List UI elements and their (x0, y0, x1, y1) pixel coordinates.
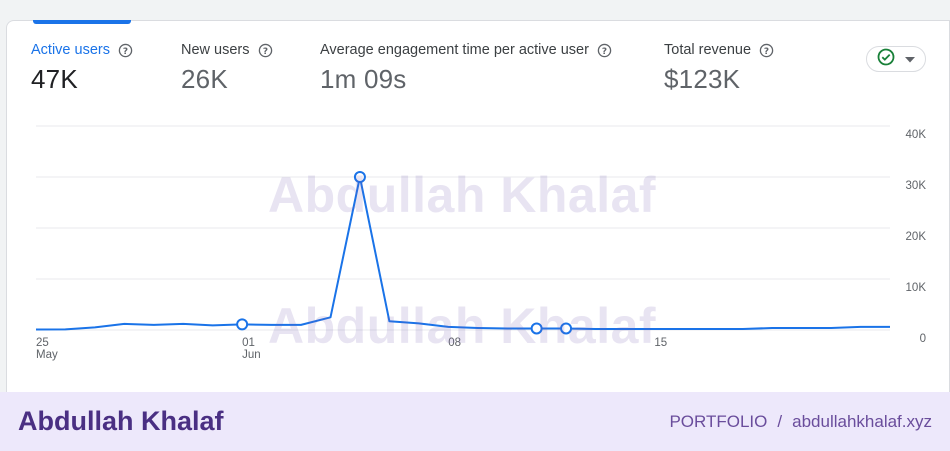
data-point (353, 171, 366, 183)
x-tick-month-label: May (36, 349, 58, 361)
x-tick-day-label: 15 (654, 337, 667, 349)
data-point (560, 322, 573, 335)
metric-new-users[interactable]: New users ? 26K (181, 42, 273, 95)
compare-dropdown-button[interactable] (866, 46, 926, 72)
series-line (35, 176, 890, 331)
caret-down-icon (905, 50, 915, 68)
svg-text:?: ? (602, 46, 607, 56)
svg-text:?: ? (262, 46, 267, 56)
x-tick-day-label: 08 (448, 337, 461, 349)
metric-value: $123K (664, 64, 741, 94)
footer-separator: / (777, 411, 783, 431)
footer-author-name: Abdullah Khalaf (18, 406, 224, 436)
footer-links: PORTFOLIO / abdullahkhalaf.xyz (669, 412, 932, 432)
help-icon[interactable]: ? (759, 43, 774, 58)
metric-label: Average engagement time per active user (320, 42, 589, 58)
data-point (530, 322, 543, 335)
y-tick-label: 20K (906, 231, 927, 243)
y-tick-label: 10K (906, 282, 927, 294)
help-icon[interactable]: ? (597, 43, 612, 58)
footer-banner: Abdullah Khalaf PORTFOLIO / abdullahkhal… (0, 392, 950, 451)
y-tick-label: 0 (920, 333, 926, 345)
check-circle-icon (877, 48, 895, 71)
metric-label: Active users (31, 42, 110, 58)
help-icon[interactable]: ? (258, 43, 273, 58)
footer-section-label[interactable]: PORTFOLIO (669, 411, 768, 431)
metric-value: 26K (181, 64, 228, 94)
metric-label: New users (181, 42, 250, 58)
footer-site-link[interactable]: abdullahkhalaf.xyz (792, 411, 932, 431)
active-tab-indicator (33, 20, 131, 24)
metric-total-revenue[interactable]: Total revenue ? $123K (664, 42, 774, 95)
metric-value: 47K (31, 64, 78, 94)
x-tick-day-label: 25 (36, 337, 49, 349)
help-icon[interactable]: ? (118, 43, 133, 58)
metric-active-users[interactable]: Active users ? 47K (31, 42, 133, 95)
svg-text:?: ? (764, 46, 769, 56)
x-tick-day-label: 01 (242, 337, 255, 349)
y-tick-label: 40K (906, 129, 927, 141)
data-point (236, 318, 249, 331)
y-tick-label: 30K (906, 180, 927, 192)
metric-engagement-time[interactable]: Average engagement time per active user … (320, 42, 612, 95)
x-tick-month-label: Jun (242, 349, 261, 361)
svg-text:?: ? (123, 46, 128, 56)
metric-value: 1m 09s (320, 64, 407, 94)
metric-label: Total revenue (664, 42, 752, 58)
